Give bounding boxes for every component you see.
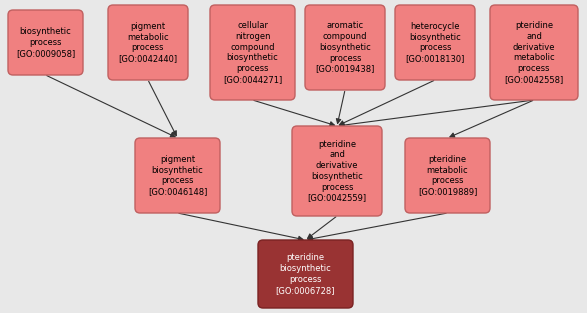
Text: pteridine
biosynthetic
process
[GO:0006728]: pteridine biosynthetic process [GO:00067… xyxy=(276,254,335,295)
FancyBboxPatch shape xyxy=(210,5,295,100)
Text: pteridine
and
derivative
biosynthetic
process
[GO:0042559]: pteridine and derivative biosynthetic pr… xyxy=(308,140,366,203)
FancyBboxPatch shape xyxy=(305,5,385,90)
FancyBboxPatch shape xyxy=(8,10,83,75)
FancyBboxPatch shape xyxy=(405,138,490,213)
Text: cellular
nitrogen
compound
biosynthetic
process
[GO:0044271]: cellular nitrogen compound biosynthetic … xyxy=(223,21,282,84)
FancyBboxPatch shape xyxy=(135,138,220,213)
Text: aromatic
compound
biosynthetic
process
[GO:0019438]: aromatic compound biosynthetic process [… xyxy=(315,22,375,74)
FancyBboxPatch shape xyxy=(108,5,188,80)
Text: pteridine
metabolic
process
[GO:0019889]: pteridine metabolic process [GO:0019889] xyxy=(418,155,477,196)
FancyBboxPatch shape xyxy=(490,5,578,100)
Text: pigment
biosynthetic
process
[GO:0046148]: pigment biosynthetic process [GO:0046148… xyxy=(148,155,207,196)
FancyBboxPatch shape xyxy=(395,5,475,80)
Text: biosynthetic
process
[GO:0009058]: biosynthetic process [GO:0009058] xyxy=(16,27,75,58)
FancyBboxPatch shape xyxy=(292,126,382,216)
Text: pigment
metabolic
process
[GO:0042440]: pigment metabolic process [GO:0042440] xyxy=(119,22,177,63)
Text: heterocycle
biosynthetic
process
[GO:0018130]: heterocycle biosynthetic process [GO:001… xyxy=(405,22,465,63)
Text: pteridine
and
derivative
metabolic
process
[GO:0042558]: pteridine and derivative metabolic proce… xyxy=(504,21,564,84)
FancyBboxPatch shape xyxy=(258,240,353,308)
